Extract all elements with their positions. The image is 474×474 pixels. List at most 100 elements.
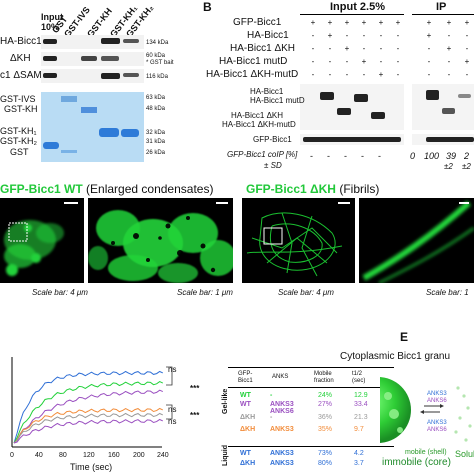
plus-minus-sign: +	[344, 44, 350, 53]
coip-dash: -	[310, 151, 313, 161]
panel-b-letter: B	[203, 0, 212, 14]
series-wt-anks3	[13, 370, 164, 444]
sig-ns-low: ns	[168, 417, 177, 426]
sig-ns-top: ns	[168, 365, 177, 374]
plus-minus-sign: +	[327, 18, 333, 27]
coip-dash: -	[344, 151, 347, 161]
plus-minus-sign: -	[465, 70, 469, 79]
frap-plot	[11, 357, 173, 448]
panel-d-title: GFP-Bicc1 ΔKH (Fibrils)	[246, 183, 379, 195]
plus-minus-sign: -	[311, 44, 315, 53]
sd-39: ±2	[444, 162, 453, 171]
coip-2: 2	[464, 151, 470, 161]
gel-label-ivs: GST-IVS	[0, 94, 36, 104]
plus-minus-sign: -	[379, 57, 383, 66]
row-label-ha-bicc1: HA-Bicc1	[0, 36, 42, 47]
e-soluble: Solub	[455, 449, 474, 459]
sig-stars-top: ***	[190, 384, 200, 393]
scale-dkh-enlarged: Scale bar: 1	[426, 288, 469, 297]
cell-anks: ANKS3	[270, 460, 294, 467]
plus-minus-sign: -	[311, 31, 315, 40]
cell-anks: -	[270, 392, 273, 399]
cell-mobile: 73%	[318, 450, 333, 457]
b-row-ha-mutd: HA-Bicc1 mutD	[219, 56, 288, 67]
plus-minus-sign: +	[446, 44, 452, 53]
th-anks: ANKS	[272, 374, 289, 380]
series-dkh-low	[13, 418, 164, 444]
coip-dash: -	[327, 151, 330, 161]
plus-minus-sign: +	[327, 31, 333, 40]
cell-t12: 33.4	[354, 401, 368, 408]
panel-d-title-bold: GFP-Bicc1 ΔKH	[246, 182, 336, 196]
group-gel-like: Gel-like	[222, 388, 229, 414]
b-row-ha: HA-Bicc1	[247, 30, 289, 41]
blot-dsam	[41, 69, 144, 83]
sig-ns-mid: ns	[168, 405, 177, 414]
th-mobile: Mobile fraction	[314, 371, 334, 384]
coip-0: 0	[410, 151, 416, 161]
th-gfp: GFP- Bicc1	[238, 371, 253, 384]
micrograph-dkh-overview	[242, 198, 355, 283]
cell-gfp: WT	[240, 450, 251, 457]
plus-minus-sign: -	[362, 44, 366, 53]
cell-anks: -	[270, 414, 273, 421]
granule-diagram	[380, 377, 472, 443]
gel-label-gst: GST	[10, 147, 29, 157]
plus-minus-sign: +	[464, 57, 470, 66]
row-label-dkh: ΔKH	[10, 53, 31, 64]
frap-xlabel: Time (sec)	[70, 462, 113, 472]
b-row-ha-dkh: HA-Bicc1 ΔKH	[230, 43, 296, 54]
series-dkh-anks3	[13, 407, 164, 444]
cell-anks: ANKS3	[270, 450, 294, 457]
cell-mobile: 36%	[318, 414, 333, 421]
plus-minus-sign: -	[396, 44, 400, 53]
cell-mobile: 24%	[318, 392, 333, 399]
mw-134: 134 kDa	[146, 40, 169, 46]
wt-condensates-image	[88, 202, 233, 283]
panel-e-letter: E	[400, 330, 409, 344]
coip-100: 100	[424, 151, 440, 161]
micrograph-dkh-enlarged	[359, 198, 474, 283]
sd-2: ±2	[462, 162, 471, 171]
blot-gfp-ip	[412, 134, 474, 145]
plus-minus-sign: -	[328, 44, 332, 53]
plus-minus-sign: +	[464, 18, 470, 27]
plus-minus-sign: +	[378, 18, 384, 27]
e-anks6-b: ANKS6	[427, 427, 447, 433]
series-wt-anks36	[13, 389, 164, 444]
sig-bracket-top	[166, 366, 173, 386]
ip-title: IP	[436, 1, 447, 13]
input-title: Input 2.5%	[330, 1, 386, 13]
plus-minus-sign: +	[426, 18, 432, 27]
cell-mobile: 35%	[318, 426, 333, 433]
plus-minus-sign: -	[427, 44, 431, 53]
plus-minus-sign: +	[310, 18, 316, 27]
plus-minus-sign: -	[427, 57, 431, 66]
gel-label-kh: GST-KH	[4, 104, 38, 114]
plus-minus-sign: -	[465, 44, 469, 53]
x-tick-40: 40	[35, 452, 43, 459]
plus-minus-sign: -	[345, 57, 349, 66]
e-anks6-a: ANKS6	[427, 398, 447, 404]
blot-ha-bicc1	[41, 35, 144, 49]
dkh-fibrils-image	[246, 202, 350, 277]
coomassie-gel	[41, 92, 144, 162]
cell-gfp: WT	[240, 401, 251, 408]
plus-minus-sign: -	[447, 57, 451, 66]
plus-minus-sign: +	[426, 31, 432, 40]
e-immobile-core: immobile (core)	[382, 457, 451, 468]
coip-label: GFP-Bicc1 coIP [%]	[227, 150, 298, 159]
gel-mw-48: 48 kDa	[146, 106, 166, 112]
mw-116: 116 kDa	[146, 74, 168, 80]
blot-ha-ip	[412, 84, 474, 130]
plus-minus-sign: -	[447, 70, 451, 79]
wt-cells-image	[4, 202, 78, 276]
gel-mw-63: 63 kDa	[146, 95, 166, 101]
plus-minus-sign: -	[362, 31, 366, 40]
plus-minus-sign: -	[362, 70, 366, 79]
coip-dash: -	[378, 151, 381, 161]
blot-label-dkh-mutd: HA-Bicc1 ΔKH-mutD	[222, 120, 296, 129]
e-mobile-shell: mobile (shell)	[405, 449, 447, 456]
plus-minus-sign: -	[447, 31, 451, 40]
